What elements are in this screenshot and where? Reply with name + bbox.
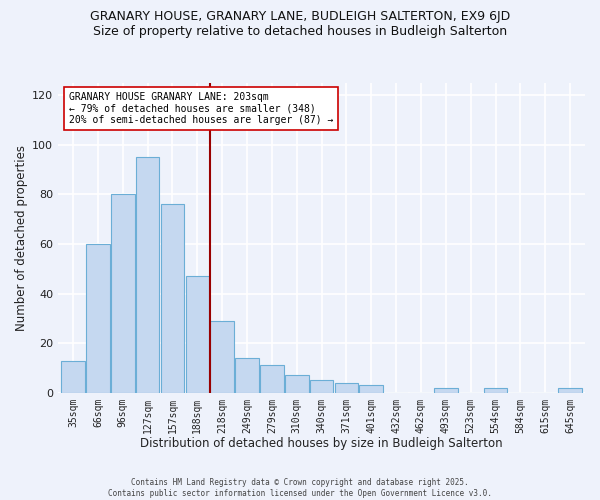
Bar — [558, 388, 582, 392]
Bar — [211, 321, 234, 392]
Y-axis label: Number of detached properties: Number of detached properties — [15, 145, 28, 331]
Bar — [161, 204, 184, 392]
Bar — [359, 386, 383, 392]
Bar — [260, 366, 284, 392]
Bar — [136, 158, 160, 392]
Text: GRANARY HOUSE GRANARY LANE: 203sqm
← 79% of detached houses are smaller (348)
20: GRANARY HOUSE GRANARY LANE: 203sqm ← 79%… — [68, 92, 333, 126]
Text: Contains HM Land Registry data © Crown copyright and database right 2025.
Contai: Contains HM Land Registry data © Crown c… — [108, 478, 492, 498]
Bar — [434, 388, 458, 392]
X-axis label: Distribution of detached houses by size in Budleigh Salterton: Distribution of detached houses by size … — [140, 437, 503, 450]
Bar — [185, 276, 209, 392]
Bar — [335, 383, 358, 392]
Bar — [235, 358, 259, 392]
Bar — [86, 244, 110, 392]
Bar — [111, 194, 134, 392]
Bar — [61, 360, 85, 392]
Text: GRANARY HOUSE, GRANARY LANE, BUDLEIGH SALTERTON, EX9 6JD
Size of property relati: GRANARY HOUSE, GRANARY LANE, BUDLEIGH SA… — [90, 10, 510, 38]
Bar — [484, 388, 508, 392]
Bar — [285, 376, 308, 392]
Bar — [310, 380, 334, 392]
